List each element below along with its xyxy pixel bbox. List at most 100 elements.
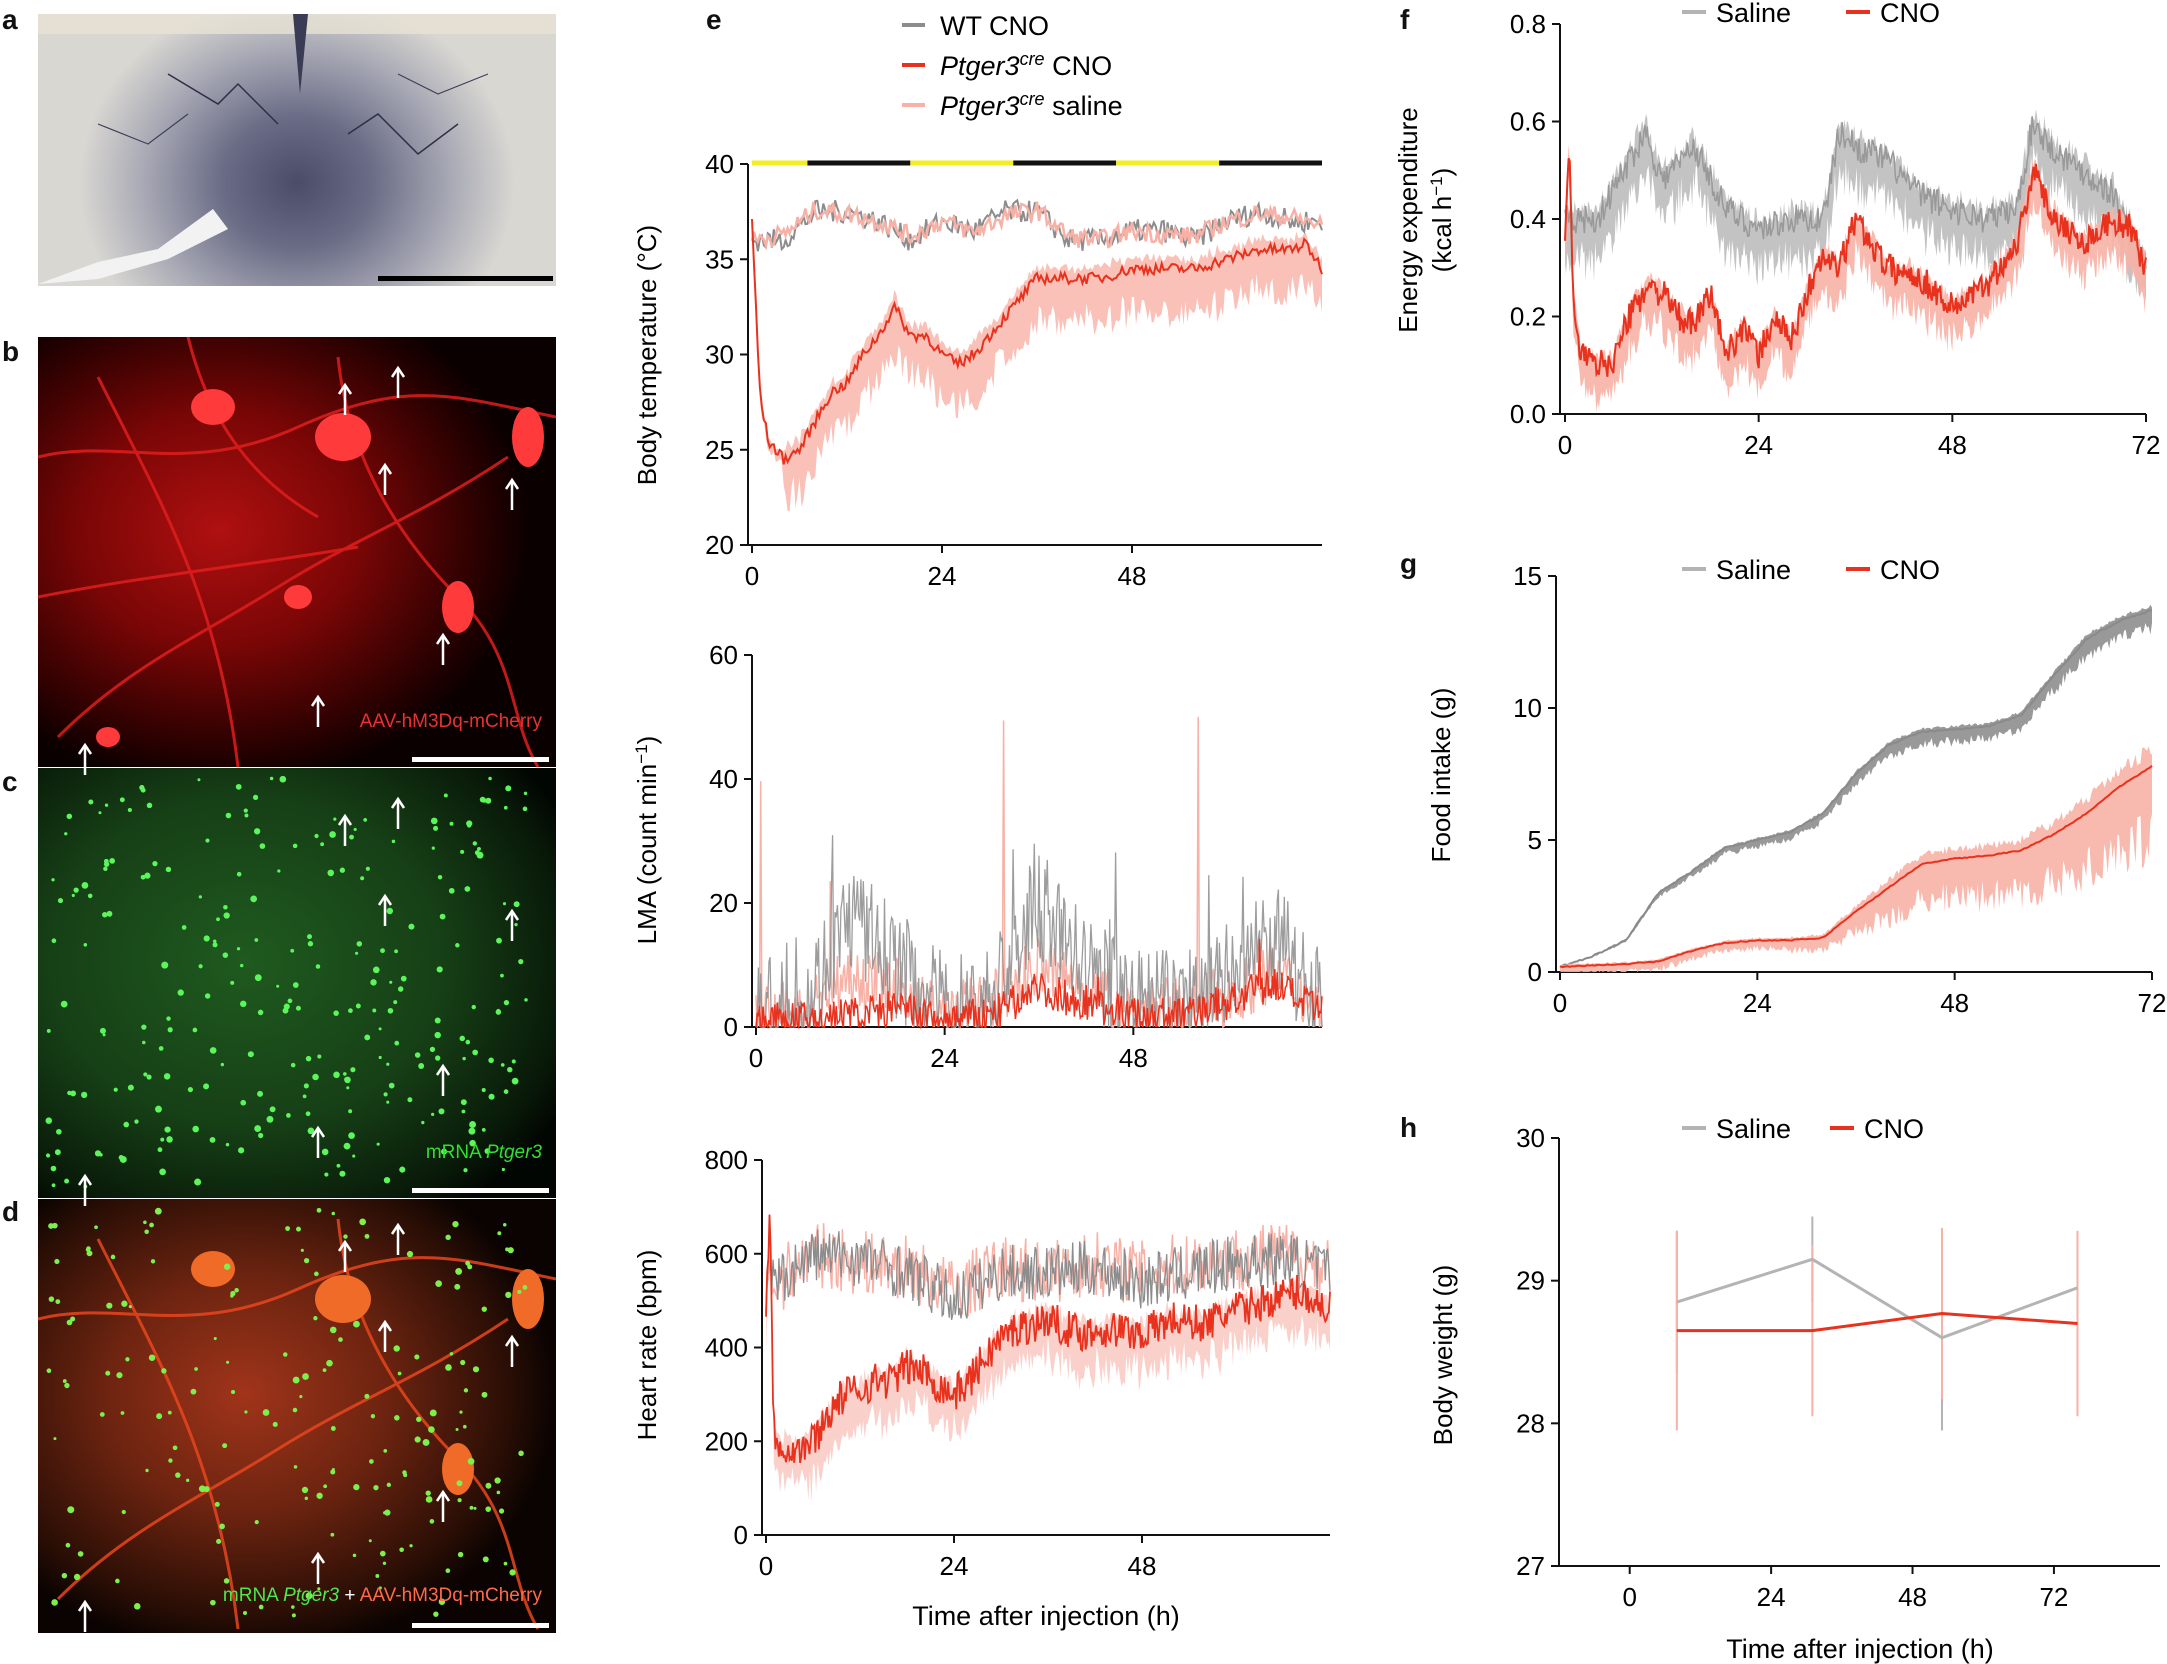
y-axis-label: Body temperature (°C) <box>632 225 662 485</box>
y-tick-label: 40 <box>709 764 738 794</box>
rna-dot <box>481 1088 486 1093</box>
series-band-saline <box>1560 604 2152 968</box>
rna-dot <box>187 1086 194 1093</box>
rna-dot <box>177 989 184 996</box>
rna-dot <box>276 984 280 988</box>
rna-dot <box>449 1352 454 1356</box>
rna-dot <box>459 1410 463 1414</box>
series-line-cre-saline <box>750 201 1324 251</box>
rna-dot <box>437 874 443 880</box>
rna-dot <box>327 869 335 877</box>
arrow-marker <box>435 1489 451 1522</box>
rna-dot <box>481 1127 486 1132</box>
arrow-marker <box>504 908 520 941</box>
rna-dot <box>517 1289 522 1294</box>
rna-dot <box>469 1139 476 1147</box>
rna-dot <box>439 913 446 920</box>
rna-dot <box>502 1223 507 1227</box>
rna-dot <box>384 1509 391 1516</box>
legend-label: Ptger3cre CNO <box>940 49 1112 81</box>
x-tick-label: 24 <box>928 561 957 591</box>
rna-dot <box>62 1379 67 1384</box>
y-tick-label: 27 <box>1516 1551 1545 1581</box>
rna-dot <box>349 834 354 840</box>
rna-dot <box>472 841 478 846</box>
rna-dot <box>455 1267 463 1275</box>
rna-dot <box>155 1105 162 1113</box>
rna-dot <box>142 1040 146 1045</box>
rna-dot <box>301 1486 309 1494</box>
arrow-marker <box>390 365 406 398</box>
y-tick-label: 35 <box>705 244 734 274</box>
rna-dot <box>356 941 363 947</box>
rna-dot <box>472 1049 479 1056</box>
rna-dot <box>333 1071 340 1079</box>
rna-dot <box>167 1027 173 1033</box>
rna-dot <box>203 935 210 942</box>
legend-entry: Saline <box>1682 1114 1791 1144</box>
rna-dot <box>73 887 79 893</box>
rna-dot <box>406 1250 414 1258</box>
arrow-marker <box>337 382 353 415</box>
rna-dot <box>295 1005 301 1011</box>
rna-dot <box>106 910 113 917</box>
x-tick-label: 48 <box>1940 988 1969 1018</box>
caption-b: AAV-hM3Dq-mCherry <box>359 711 542 732</box>
series-line-cre-cno <box>765 1214 1331 1464</box>
rna-dot <box>365 866 370 871</box>
legend-entry: CNO <box>1830 1114 1924 1144</box>
x-tick-label: 72 <box>2132 430 2161 460</box>
series-line-saline <box>1564 116 2147 269</box>
rna-dot <box>198 1485 206 1493</box>
rna-dot <box>352 1553 357 1558</box>
rna-dot <box>314 1271 319 1277</box>
rna-dot <box>425 1496 433 1503</box>
rna-dot <box>495 1009 502 1015</box>
legend-label: CNO <box>1864 1114 1924 1144</box>
rna-dot <box>388 1082 395 1089</box>
rna-dot <box>436 966 443 973</box>
rna-dot <box>51 878 55 882</box>
rna-dot <box>414 1052 421 1058</box>
rna-dot <box>481 1391 488 1398</box>
rna-dot <box>51 1183 56 1188</box>
y-tick-label: 30 <box>1516 1123 1545 1153</box>
rna-dot <box>438 1108 445 1115</box>
rna-dot <box>518 959 524 965</box>
rna-dot <box>161 1368 167 1374</box>
rna-dot <box>343 1234 348 1239</box>
x-tick-label: 48 <box>1119 1043 1148 1073</box>
rna-dot <box>496 937 502 944</box>
series-line-wt-cno <box>756 835 1323 1029</box>
rna-dot <box>462 1056 466 1061</box>
arrow-marker <box>77 1173 93 1206</box>
panel-label-b: b <box>2 336 20 367</box>
rna-dot <box>266 1115 274 1123</box>
rna-dot <box>175 1472 181 1478</box>
rna-dot <box>223 1578 230 1584</box>
rna-dot <box>223 912 230 919</box>
rna-dot <box>433 1611 439 1617</box>
y-tick-label: 28 <box>1516 1408 1545 1438</box>
rna-dot <box>488 1057 494 1064</box>
rna-dot <box>51 938 57 944</box>
rna-dot <box>333 1010 339 1016</box>
rna-dot <box>331 1468 335 1472</box>
rna-dot <box>503 805 508 810</box>
rna-dot <box>408 923 415 930</box>
panel-label-f: f <box>1400 4 1410 35</box>
rna-dot <box>456 1480 463 1487</box>
rna-dot <box>382 1561 387 1565</box>
axes-e1: 20 25 30 35 40 0 24 48 <box>705 149 1322 591</box>
y-tick-label: 60 <box>709 640 738 670</box>
rna-dot <box>254 974 262 982</box>
rna-dot <box>290 1062 296 1068</box>
x-axis-label-h: Time after injection (h) <box>1726 1634 1994 1664</box>
rna-dot <box>292 1376 300 1384</box>
rna-dot <box>56 1128 62 1135</box>
rna-dot <box>387 1007 394 1014</box>
rna-dot <box>503 1089 509 1094</box>
rna-dot <box>507 1067 513 1073</box>
rna-dot <box>64 1178 70 1184</box>
rna-dot <box>254 1125 262 1132</box>
